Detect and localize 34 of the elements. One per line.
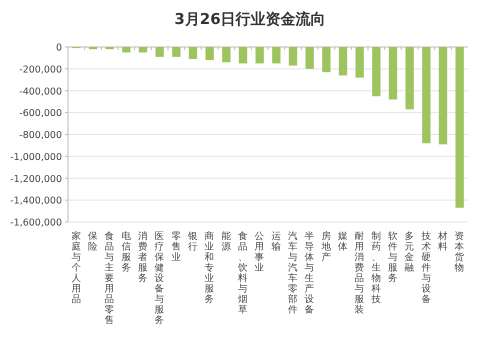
y-tick-label: 0	[56, 42, 62, 54]
x-tick-label: 银行	[187, 231, 198, 252]
y-tick-label: -1,200,000	[10, 174, 62, 185]
x-tick-label: 食品、饮料与烟草	[237, 230, 248, 316]
y-tick-label: -400,000	[19, 86, 62, 98]
y-tick-label: -200,000	[19, 64, 62, 76]
x-tick-label: 媒体	[338, 231, 348, 252]
category-label: 食品与主要用品零售	[104, 231, 115, 326]
y-tick-label: -600,000	[19, 108, 62, 120]
x-tick-label: 耐用消费品与服装	[354, 231, 365, 316]
x-tick-label: 家庭与个人用品	[71, 230, 82, 305]
x-tick-label: 消费者服务	[138, 230, 148, 284]
x-tick-label: 电信服务	[121, 230, 132, 274]
x-tick-label: 商业和专业服务	[204, 230, 215, 305]
y-tick-label: -1,600,000	[10, 218, 62, 228]
x-tick-label: 汽车与汽车零部件	[288, 230, 298, 316]
x-tick-label: 零售业	[171, 231, 182, 263]
x-tick-label: 运输	[271, 230, 282, 252]
x-tick-label: 材料	[437, 230, 448, 252]
x-tick-label: 技术硬件与设备	[420, 230, 432, 305]
x-tick-label: 能源	[221, 230, 232, 252]
chart-title: 3月26日行业资金流向	[174, 10, 326, 28]
category-label: 医疗保健设备与服务	[154, 231, 165, 326]
x-tick-label: 保险	[88, 231, 98, 252]
y-tick-label: -1,000,000	[10, 152, 62, 163]
x-tick-label: 房地产	[320, 230, 332, 263]
x-tick-label: 软件与服务	[388, 230, 398, 284]
x-tick-label: 半导体与生产设备	[304, 230, 315, 316]
x-tick-label: 公用事业	[254, 230, 265, 274]
x-tick-label: 制药、生物科技	[370, 230, 382, 305]
x-tick-label: 资本货物	[454, 230, 465, 274]
y-tick-label: -800,000	[19, 130, 62, 141]
x-tick-label: 多元金融	[404, 230, 415, 274]
y-tick-label: -1,400,000	[10, 196, 62, 207]
